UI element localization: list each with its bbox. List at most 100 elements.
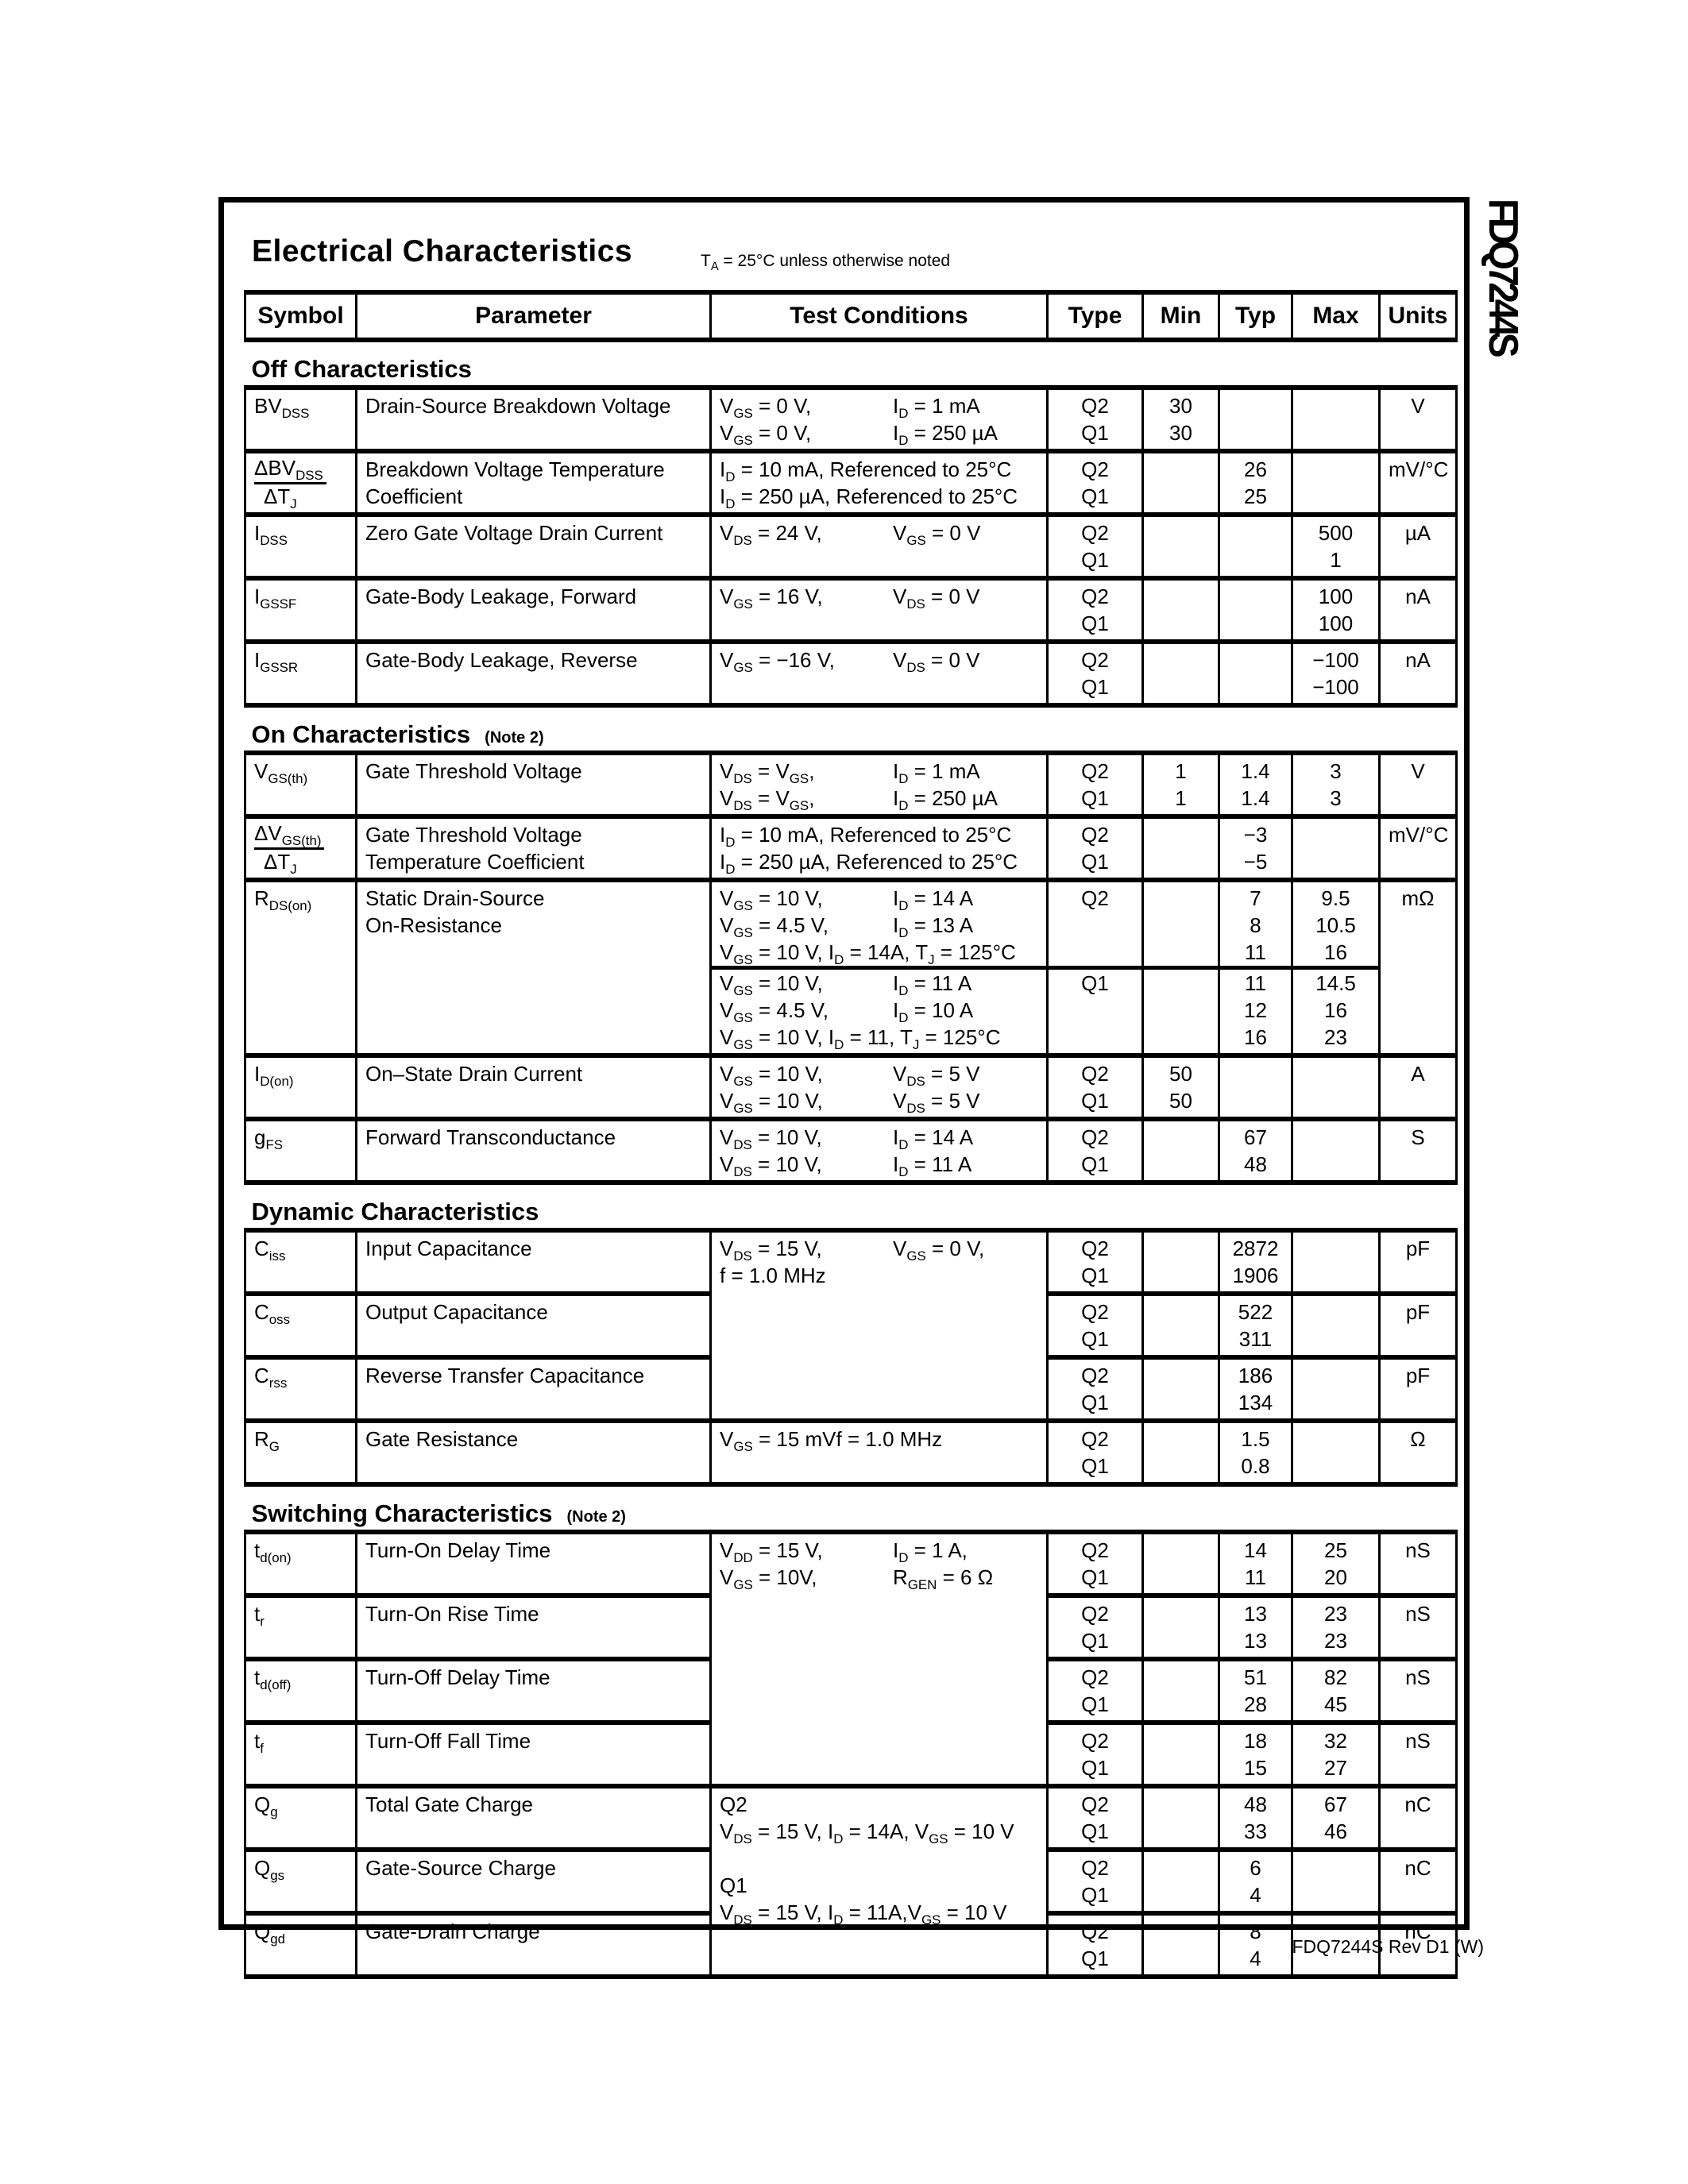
min-cell: [1141, 1720, 1220, 1788]
max-cell: [1291, 1355, 1381, 1423]
units-cell: pF: [1378, 1291, 1458, 1360]
col-header-max: Max: [1291, 290, 1381, 342]
typ-cell: [1218, 1053, 1293, 1121]
typ-cell: 522 311: [1218, 1291, 1293, 1360]
parameter-cell: Turn-On Delay Time: [355, 1530, 712, 1598]
parameter-cell: Output Capacitance: [355, 1291, 712, 1360]
col-header-typ: Typ: [1218, 290, 1293, 342]
table-row: IDSS Zero Gate Voltage Drain Current VDS =…: [244, 512, 1458, 581]
parameter-cell: On–State Drain Current: [355, 1053, 712, 1121]
units-cell: S: [1378, 1117, 1458, 1185]
footer-revision: FDQ7244S Rev D1 (W): [1292, 1936, 1484, 1957]
title-note: TA = 25°C unless otherwise noted: [701, 252, 951, 274]
section-title-cell: Switching Characteristics (Note 2): [245, 1482, 1457, 1534]
typ-cell: 1.5 0.8: [1218, 1418, 1293, 1487]
min-cell: [1141, 1847, 1220, 1916]
table-row: Crss Reverse Transfer Capacitance Q2 Q1 186 1…: [244, 1355, 1458, 1423]
symbol-cell: IDSS: [244, 512, 357, 581]
type-cell: Q2 Q1: [1046, 449, 1144, 517]
type-cell: Q2 Q1: [1046, 751, 1144, 819]
page-title: Electrical Characteristics: [252, 234, 633, 268]
parameter-cell: Zero Gate Voltage Drain Current: [355, 512, 712, 581]
symbol-cell: RDS(on): [244, 878, 357, 1058]
min-cell: 50 50: [1141, 1053, 1220, 1121]
parameter-cell: Gate Resistance: [355, 1418, 712, 1487]
section-title: Off Characteristics: [251, 355, 472, 383]
symbol-cell: Ciss: [244, 1228, 357, 1296]
max-cell: 23 23: [1291, 1593, 1381, 1661]
max-cell: 67 46: [1291, 1784, 1381, 1852]
min-cell: [1141, 1355, 1220, 1423]
units-cell: pF: [1378, 1355, 1458, 1423]
typ-cell: 18 15: [1218, 1720, 1293, 1788]
conditions-cell: VGS = 10 V, ID = 14 A VGS = 4.5 V, ID = 13 …: [709, 878, 1049, 1058]
type-cell: Q2 Q1: [1046, 878, 1144, 1058]
table-header-row: Symbol Parameter Test Conditions Type Min Typ…: [244, 290, 1458, 342]
section-row: Dynamic Characteristics: [245, 1180, 1457, 1233]
col-header-parameter: Parameter: [355, 290, 712, 342]
content-frame: Electrical Characteristics TA = 25°C unl…: [218, 197, 1470, 1979]
min-cell: [1141, 1593, 1220, 1661]
typ-cell: 2872 1906: [1218, 1228, 1293, 1296]
max-cell: [1291, 1847, 1381, 1916]
table-row: IGSSR Gate-Body Leakage, Reverse VGS = −16…: [244, 639, 1458, 708]
section-note: (Note 2): [566, 1508, 626, 1526]
symbol-cell: BVDSS: [244, 385, 357, 453]
parameter-cell: Turn-Off Fall Time: [355, 1720, 712, 1788]
min-cell: [1141, 639, 1220, 708]
units-cell: mV/°C: [1378, 449, 1458, 517]
parameter-cell: Turn-Off Delay Time: [355, 1657, 712, 1725]
table-row: RG Gate Resistance VGS = 15 mVf = 1.0 MHz Q…: [244, 1418, 1458, 1487]
type-cell: Q2 Q1: [1046, 639, 1144, 708]
max-cell: [1291, 1418, 1381, 1487]
symbol-cell: IGSSR: [244, 639, 357, 708]
units-cell: mΩ: [1378, 878, 1458, 1058]
max-cell: [1291, 1291, 1381, 1360]
conditions-cell: VDS = 24 V, VGS = 0 V: [709, 512, 1049, 581]
typ-cell: 51 28: [1218, 1657, 1293, 1725]
units-cell: nA: [1378, 639, 1458, 708]
min-cell: [1141, 1418, 1220, 1487]
max-cell: −100 −100: [1291, 639, 1381, 708]
type-cell: Q2 Q1: [1046, 576, 1144, 644]
parameter-cell: Drain-Source Breakdown Voltage: [355, 385, 712, 453]
parameter-cell: Gate-Body Leakage, Forward: [355, 576, 712, 644]
symbol-cell: tf: [244, 1720, 357, 1788]
max-cell: 9.5 10.5 16 14.5 16 23: [1291, 878, 1381, 1058]
units-cell: nC: [1378, 1847, 1458, 1916]
max-cell: [1291, 1053, 1381, 1121]
table-row: BVDSS Drain-Source Breakdown Voltage VGS =…: [244, 385, 1458, 453]
table-row: Qgd Gate-Drain Charge Q2 Q1 8 4 nC: [244, 1911, 1458, 1979]
section-note: (Note 2): [485, 729, 544, 747]
type-cell: Q2 Q1: [1046, 512, 1144, 581]
type-cell: Q2 Q1: [1046, 1720, 1144, 1788]
parameter-cell: Total Gate Charge: [355, 1784, 712, 1852]
parameter-cell: Gate-Body Leakage, Reverse: [355, 639, 712, 708]
table-row: tr Turn-On Rise Time Q2 Q1 13 13 23 23 nS: [244, 1593, 1458, 1661]
max-cell: [1291, 449, 1381, 517]
section-title-cell: Off Characteristics: [245, 338, 1457, 390]
max-cell: 25 20: [1291, 1530, 1381, 1598]
typ-cell: [1218, 639, 1293, 708]
units-cell: nS: [1378, 1593, 1458, 1661]
type-cell: Q2 Q1: [1046, 1847, 1144, 1916]
table-row: tf Turn-Off Fall Time Q2 Q1 18 15 32 27 nS: [244, 1720, 1458, 1788]
symbol-cell: tr: [244, 1593, 357, 1661]
units-cell: nS: [1378, 1720, 1458, 1788]
col-header-test-conditions: Test Conditions: [709, 290, 1049, 342]
min-cell: [1141, 814, 1220, 882]
min-cell: [1141, 1911, 1220, 1979]
typ-cell: 67 48: [1218, 1117, 1293, 1185]
conditions-cell: VDS = 10 V, ID = 14 A VDS = 10 V, ID = 11 A: [709, 1117, 1049, 1185]
table-row: ID(on) On–State Drain Current VGS = 10 V, V…: [244, 1053, 1458, 1121]
typ-cell: [1218, 576, 1293, 644]
min-cell: [1141, 1228, 1220, 1296]
symbol-cell: RG: [244, 1418, 357, 1487]
col-header-min: Min: [1141, 290, 1220, 342]
units-cell: pF: [1378, 1228, 1458, 1296]
table-row: Ciss Input Capacitance VDS = 15 V, VGS = 0 …: [244, 1228, 1458, 1423]
max-cell: [1291, 1228, 1381, 1296]
symbol-cell: td(on): [244, 1530, 357, 1598]
